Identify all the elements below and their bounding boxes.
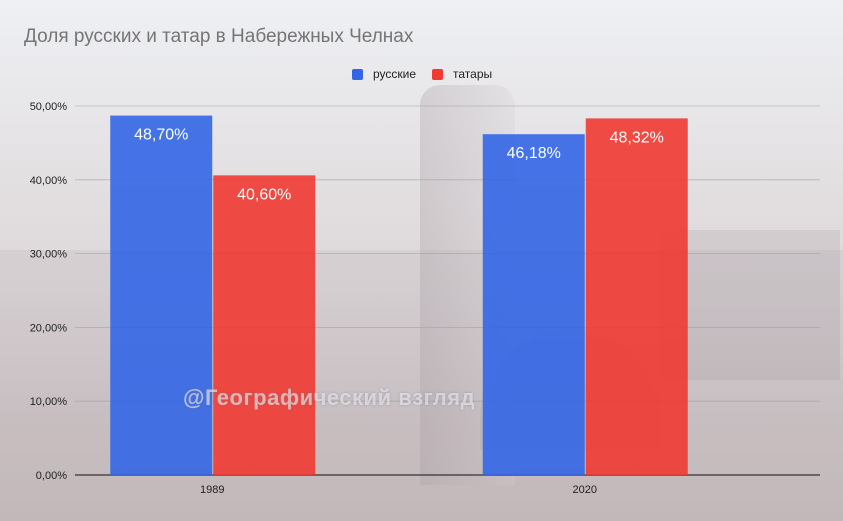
bar-tatars-1989 (213, 175, 316, 475)
watermark: @Географический взгляд (183, 385, 476, 410)
data-label: 48,32% (610, 129, 664, 146)
legend-swatch (352, 68, 363, 80)
legend-swatch (432, 68, 444, 80)
data-label: 46,18% (507, 145, 561, 162)
chart-legend: русские татары (352, 67, 508, 81)
data-label: 40,60% (237, 186, 291, 203)
y-tick-label: 40,00% (30, 175, 68, 187)
x-tick-label: 2020 (573, 484, 597, 496)
chart-title: Доля русских и татар в Набережных Челнах (24, 26, 414, 47)
y-tick-label: 10,00% (30, 396, 68, 408)
bar-russians-1989 (110, 115, 213, 476)
data-label: 48,70% (134, 127, 188, 144)
y-tick-label: 0,00% (36, 470, 67, 482)
x-tick-label: 1989 (200, 484, 224, 496)
bar-tatars-2020 (585, 118, 688, 475)
legend-item-russians: русские (352, 67, 416, 81)
legend-label: русские (373, 67, 417, 81)
legend-item-tatars: татары (432, 67, 492, 81)
y-tick-label: 50,00% (30, 101, 68, 113)
y-tick-label: 20,00% (30, 322, 68, 334)
legend-label: татары (453, 67, 493, 81)
bar-russians-2020 (482, 134, 585, 476)
y-tick-label: 30,00% (30, 249, 68, 261)
